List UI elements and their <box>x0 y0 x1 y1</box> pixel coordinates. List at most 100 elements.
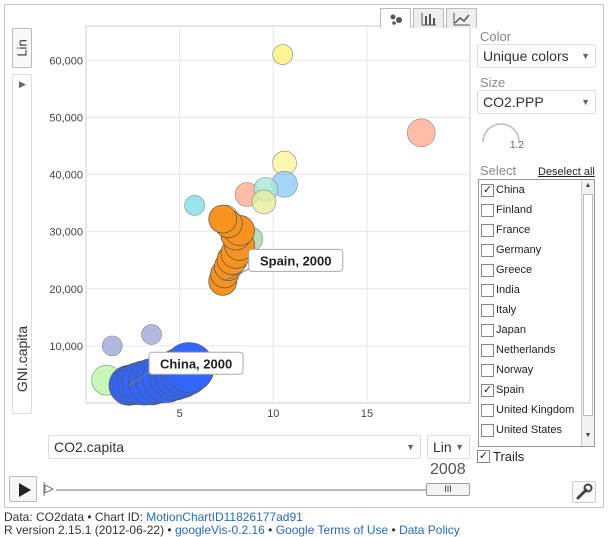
plot-background <box>85 25 471 404</box>
country-checkbox[interactable] <box>481 203 494 217</box>
timeline-track[interactable] <box>56 489 426 491</box>
country-item[interactable]: ✓ Spain <box>481 380 524 400</box>
bubble-chart-tab[interactable] <box>380 8 411 28</box>
country-checkbox[interactable] <box>481 223 494 237</box>
bubble-icon <box>390 14 402 25</box>
play-icon <box>19 483 31 497</box>
country-label: Norway <box>496 364 534 376</box>
y-tick-label: 40,000 <box>49 170 83 182</box>
x-tick-label: 15 <box>361 408 373 420</box>
country-item[interactable]: Germany <box>481 240 541 260</box>
y-tick-label: 50,000 <box>49 112 83 124</box>
deselect-all-link[interactable]: Deselect all <box>538 166 595 178</box>
country-item[interactable]: Netherlands <box>481 340 555 360</box>
country-checkbox[interactable]: ✓ <box>481 383 494 397</box>
trails-toggle[interactable]: ✓ Trails <box>477 449 524 464</box>
y-scale-label: Lin <box>14 39 30 57</box>
country-checkbox[interactable] <box>481 343 494 357</box>
country-checkbox[interactable] <box>481 243 494 257</box>
size-value: CO2.PPP <box>483 94 544 110</box>
country-item[interactable]: Norway <box>481 360 533 380</box>
time-label: 2008 <box>430 461 466 478</box>
scroll-down-icon[interactable]: ▼ <box>584 432 592 439</box>
country-select-list: ✓ China Finland France Germany Greece India Ita… <box>478 179 595 447</box>
triangle-right-icon: ▶ <box>19 79 26 89</box>
chevron-down-icon: ▼ <box>455 442 464 452</box>
data-point <box>406 118 436 148</box>
country-item[interactable]: United Kingdom <box>481 400 574 420</box>
trails-label: Trails <box>493 449 525 464</box>
annotation-box <box>148 351 244 375</box>
country-item[interactable]: France <box>481 220 530 240</box>
data-point <box>272 44 293 65</box>
country-checkbox[interactable] <box>481 403 494 417</box>
y-axis-dropdown[interactable]: ▶ GNI.capita <box>12 74 32 414</box>
country-label: France <box>496 224 531 236</box>
country-label: China <box>496 184 525 196</box>
country-item[interactable]: ✓ China <box>481 180 525 200</box>
country-item[interactable]: India <box>481 280 520 300</box>
data-point <box>141 324 162 345</box>
country-item[interactable]: Greece <box>481 260 532 280</box>
y-scale-button[interactable]: Lin <box>12 28 32 68</box>
speed-control-icon[interactable] <box>42 481 56 497</box>
footer-line-2: R version 2.15.1 (2012-06-22) • googleVi… <box>4 523 460 537</box>
annotation-leader <box>222 266 253 282</box>
color-dropdown[interactable]: Unique colors ▼ <box>477 44 596 68</box>
x-axis-dropdown[interactable]: CO2.capita ▼ <box>48 435 421 459</box>
settings-button[interactable] <box>572 481 596 503</box>
footer-data-prefix: Data: CO2data • Chart ID: <box>4 510 147 524</box>
country-item[interactable]: Finland <box>481 200 532 220</box>
annotation-box <box>248 248 344 272</box>
country-checkbox[interactable] <box>481 263 494 277</box>
trails-checkbox[interactable]: ✓ <box>477 450 490 463</box>
googlevis-link[interactable]: googleVis-0.2.16 <box>174 523 265 537</box>
list-scrollbar[interactable]: ▲ ▼ <box>581 180 594 446</box>
x-scale-dropdown[interactable]: Lin ▼ <box>427 435 470 459</box>
country-checkbox[interactable] <box>481 303 494 317</box>
country-item[interactable]: Italy <box>481 300 516 320</box>
trail-point <box>208 204 238 234</box>
y-tick-label: 20,000 <box>49 284 83 296</box>
country-checkbox[interactable] <box>481 283 494 297</box>
chart-id-link[interactable]: MotionChartID11826177ad91 <box>146 510 303 524</box>
country-checkbox[interactable]: ✓ <box>481 183 494 197</box>
chart-type-tabs <box>378 8 477 28</box>
bar-chart-icon <box>421 12 436 25</box>
play-button[interactable] <box>9 476 37 502</box>
bar-chart-tab[interactable] <box>413 8 444 28</box>
scroll-thumb[interactable] <box>583 194 593 416</box>
scroll-up-icon[interactable]: ▲ <box>584 182 592 189</box>
size-dial[interactable] <box>478 118 528 154</box>
chevron-down-icon: ▼ <box>581 97 590 107</box>
data-point <box>184 195 205 216</box>
color-value: Unique colors <box>483 48 569 64</box>
select-label: Select <box>480 163 517 178</box>
country-label: India <box>496 284 520 296</box>
line-chart-icon <box>453 12 470 25</box>
x-tick-label: 10 <box>267 408 279 420</box>
country-label: United States <box>496 424 563 436</box>
line-chart-tab[interactable] <box>446 8 477 28</box>
size-dropdown[interactable]: CO2.PPP ▼ <box>477 90 596 114</box>
country-item[interactable]: United States <box>481 420 562 440</box>
footer-sep: • <box>264 523 276 537</box>
country-checkbox[interactable] <box>481 423 494 437</box>
policy-link[interactable]: Data Policy <box>399 523 460 537</box>
y-tick-label: 10,000 <box>49 341 83 353</box>
color-label: Color <box>480 29 512 44</box>
x-scale-label: Lin <box>433 439 452 455</box>
country-checkbox[interactable] <box>481 323 494 337</box>
footer-line-1: Data: CO2data • Chart ID: MotionChartID1… <box>4 510 303 524</box>
country-label: Germany <box>496 244 542 256</box>
x-axis-label: CO2.capita <box>54 439 125 455</box>
timeline-thumb[interactable]: III <box>426 483 470 496</box>
country-label: Italy <box>496 304 517 316</box>
country-label: United Kingdom <box>496 404 575 416</box>
country-label: Greece <box>496 264 533 276</box>
chevron-down-icon: ▼ <box>581 51 590 61</box>
wrench-icon <box>576 483 593 500</box>
country-item[interactable]: Japan <box>481 320 526 340</box>
country-checkbox[interactable] <box>481 363 494 377</box>
terms-link[interactable]: Google Terms of Use <box>275 523 389 537</box>
